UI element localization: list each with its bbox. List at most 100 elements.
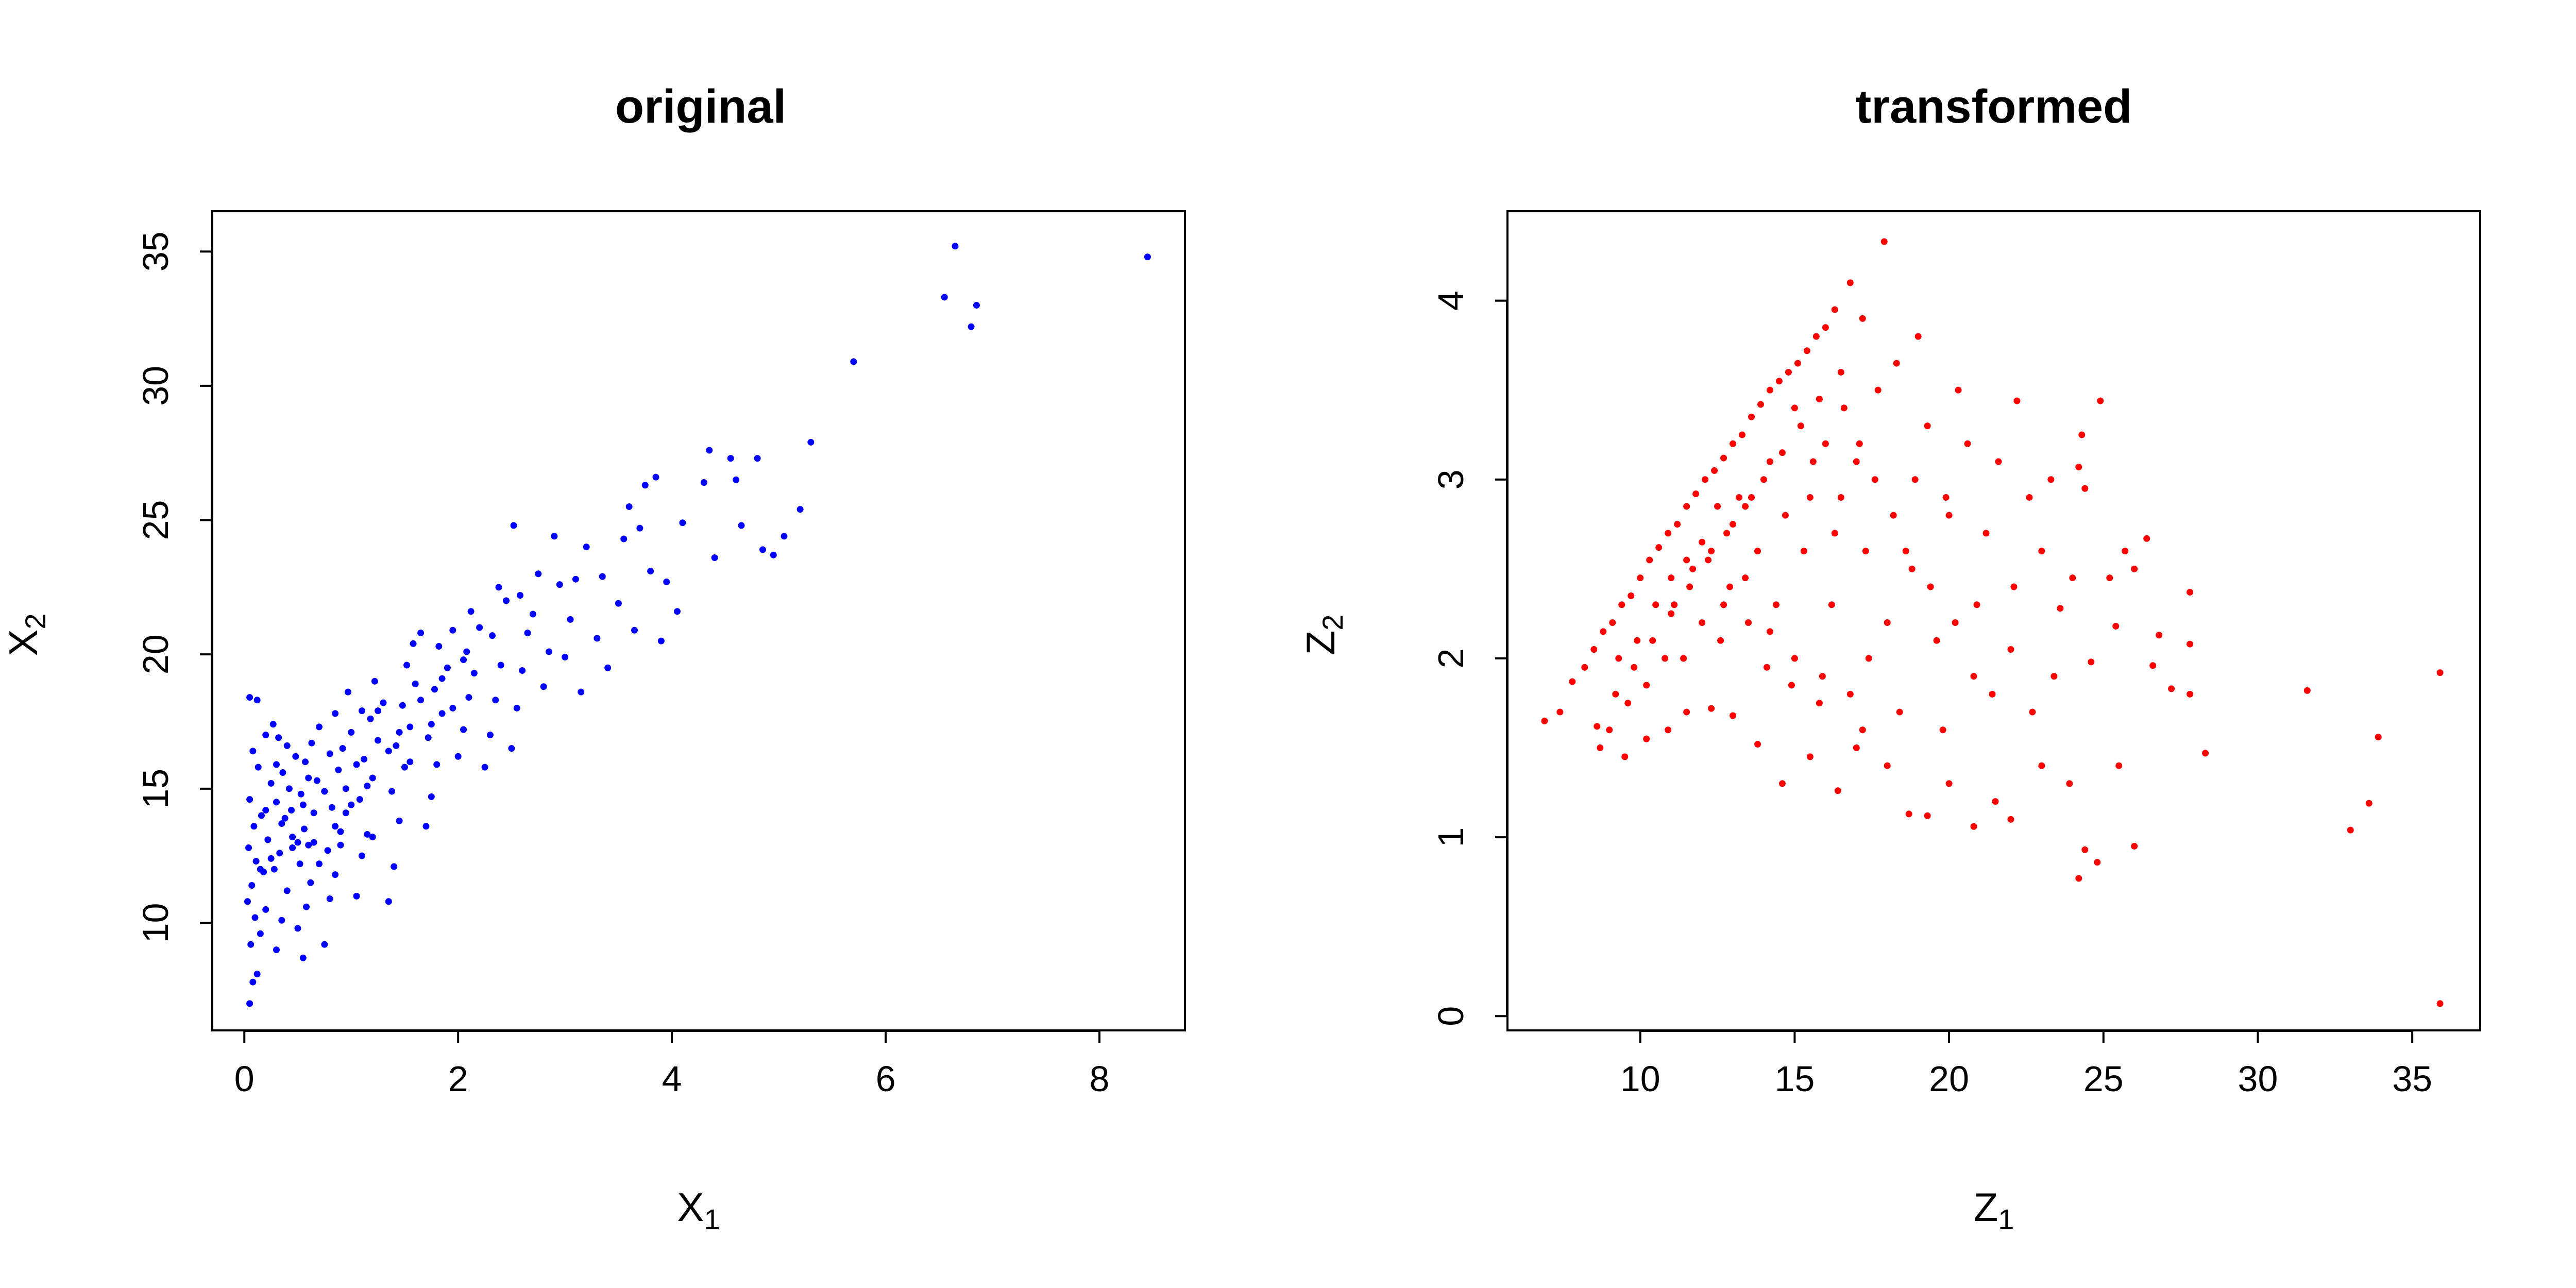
data-point [1686,583,1693,590]
x-tick-label: 2 [448,1059,468,1099]
data-point [258,812,265,819]
data-point [2131,565,2138,572]
data-point [438,710,446,717]
data-point [385,898,392,905]
data-point [807,438,815,446]
data-point [1812,333,1820,340]
data-point [578,688,585,696]
plot-frame [211,210,1186,1031]
data-point [299,801,307,808]
data-point [1671,601,1678,608]
data-point [1840,404,1848,412]
data-point [486,732,494,739]
data-point [1908,565,1916,572]
data-point [1834,787,1841,794]
y-tick-label: 30 [135,366,176,406]
data-point [2168,685,2175,692]
data-point [1952,619,1959,626]
data-point [257,930,264,937]
y-axis-label-main: Z [1298,631,1343,655]
data-point [1865,655,1872,662]
data-point [1911,476,1919,483]
data-point [1856,440,1863,447]
x-axis-label-main: X [677,1184,704,1230]
data-point [1590,646,1598,653]
y-tick-label: 15 [135,769,176,809]
data-point [1884,619,1891,626]
data-point [1628,592,1635,599]
data-point [1702,476,1709,483]
data-point [332,871,339,878]
data-point [1668,610,1675,617]
data-point [1800,548,1807,555]
data-point [1828,601,1835,608]
data-point [300,825,308,833]
data-point [1989,690,1996,698]
data-point [1748,413,1755,420]
data-point [1859,726,1866,734]
data-point [1612,690,1619,698]
data-point [615,600,622,607]
data-point [1699,619,1706,626]
x-axis-label: Z1 [1974,1184,2014,1235]
data-point [1606,726,1613,734]
x-tick-label: 25 [2083,1059,2124,1099]
data-point [276,850,283,857]
data-point [1144,253,1151,261]
data-point [1775,378,1783,385]
data-point [706,447,713,454]
data-point [1816,700,1823,707]
x-tick-label: 30 [2238,1059,2278,1099]
data-point [262,906,269,913]
data-point [454,753,462,760]
data-point [321,941,328,948]
data-point [303,903,310,910]
data-point [973,301,980,309]
data-point [770,551,777,558]
data-point [1924,422,1931,430]
data-point [308,739,315,747]
data-point [1782,512,1789,519]
data-point [244,898,251,905]
data-point [1902,548,1909,555]
data-point [759,546,766,553]
data-point [1618,601,1625,608]
data-point [1766,458,1773,465]
data-point [1742,574,1749,582]
data-point [1689,565,1697,572]
x-axis: 0 2 4 6 8 [234,1030,1109,1099]
y-tick-label: 20 [135,634,176,674]
data-point [294,839,301,846]
y-axis-label: X2 [1,613,52,656]
chart-title: transformed [1856,80,2132,133]
data-point [283,887,291,894]
data-point [2187,690,2194,698]
data-point [647,568,654,575]
data-point [513,704,520,711]
data-point [375,737,382,744]
data-point [1862,548,1869,555]
data-point [1819,673,1826,680]
data-point [1831,306,1838,313]
data-point [663,578,670,585]
data-point [1711,467,1718,474]
y-tick-label: 3 [1431,469,1471,489]
x-tick-label: 6 [876,1059,896,1099]
data-point [296,860,303,868]
data-point [332,710,339,717]
data-point [1859,315,1866,322]
data-point [2375,734,2382,741]
data-point [342,809,349,817]
data-point [1745,619,1752,626]
data-point [517,591,524,599]
data-point [438,675,446,682]
data-point [465,694,472,701]
data-point [371,677,378,685]
data-point [403,662,411,669]
data-point [310,839,317,846]
data-point [305,774,312,782]
data-point [1674,521,1681,528]
data-point [307,879,314,886]
data-point [1763,664,1770,671]
data-point [796,506,804,513]
